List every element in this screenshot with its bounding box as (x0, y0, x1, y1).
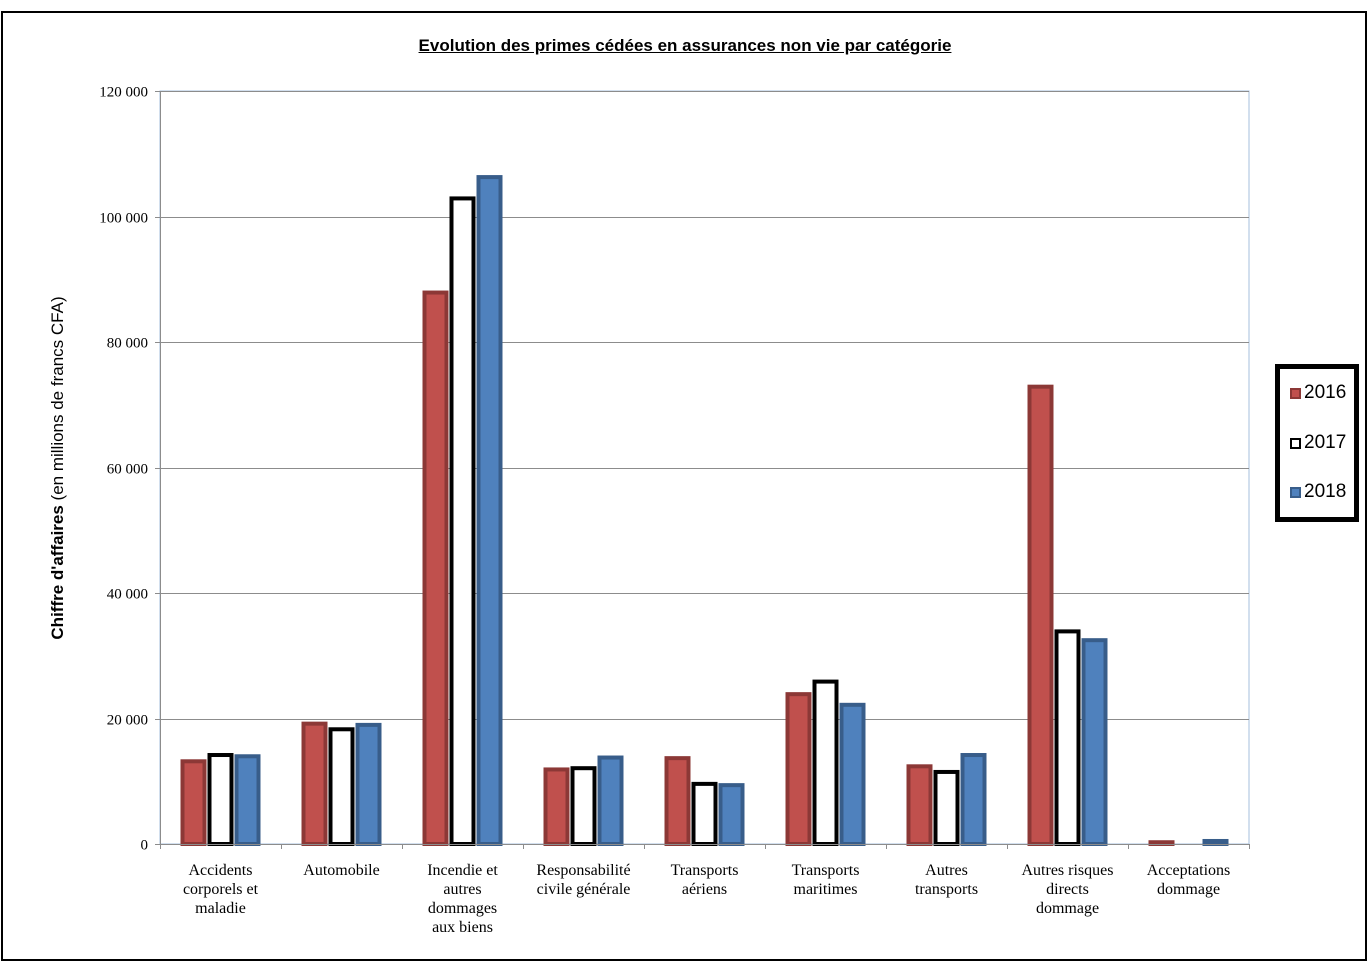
y-tick-label: 20 000 (107, 713, 148, 729)
bar-2018 (1081, 638, 1108, 846)
y-tick-label: 120 000 (99, 85, 148, 101)
bar-2017 (1054, 629, 1081, 847)
axes (155, 91, 1250, 849)
chart-title: Evolution des primes cédées en assurance… (418, 36, 952, 55)
bar-2018 (718, 783, 745, 847)
legend-swatch-2017 (1290, 437, 1301, 449)
y-tick-label: 100 000 (99, 211, 148, 227)
bar-2018 (1202, 838, 1229, 846)
legend-swatch-2016 (1290, 387, 1301, 399)
bar-2016 (785, 692, 812, 847)
bar-2017 (449, 196, 476, 847)
chart-frame (1, 11, 1367, 961)
bar-2016 (180, 759, 207, 846)
bar-2018 (476, 175, 503, 846)
x-tick-label: Acceptations dommage (1147, 862, 1231, 898)
legend-item-2017: 2017 (1290, 432, 1346, 454)
legend-label-2018: 2018 (1304, 481, 1347, 502)
x-tick-label: Incendie et autres dommages aux biens (427, 862, 498, 936)
legend-label-2016: 2016 (1304, 382, 1347, 403)
y-tick-label: 80 000 (107, 336, 148, 352)
y-tick-label: 60 000 (107, 462, 148, 478)
x-tick-label: Automobile (303, 862, 379, 879)
x-tick-label: Transports maritimes (792, 862, 860, 898)
bar-2016 (1027, 384, 1054, 846)
y-axis-label: Chiffre d'affaires (en millions de franc… (48, 296, 67, 639)
bar-2018 (960, 753, 987, 847)
legend-item-2018: 2018 (1290, 481, 1346, 503)
bar-2018 (597, 755, 624, 847)
tick-labels: 0 20 000 40 000 60 000 80 000 100 000 120 000 A… (99, 85, 1230, 937)
bar-2018 (839, 702, 866, 846)
y-tick-label: 40 000 (107, 587, 148, 603)
bar-2017 (933, 769, 960, 847)
bar-2018 (234, 754, 261, 847)
x-tick-label: Accidents corporels et maladie (183, 862, 259, 917)
bar-2017 (691, 781, 718, 847)
bar-2017 (207, 753, 234, 847)
bar-2016 (301, 721, 328, 847)
x-tick-label: Transports aériens (671, 862, 739, 898)
legend-swatch-2018 (1290, 486, 1301, 498)
bar-2018 (355, 722, 382, 847)
x-tick-label: Autres transports (915, 862, 978, 898)
y-tick-label: 0 (141, 838, 149, 854)
bar-2016 (422, 290, 449, 847)
x-tick-label: Autres risques directs dommage (1022, 862, 1114, 917)
bar-2016 (1148, 840, 1175, 846)
legend-label-2017: 2017 (1304, 432, 1347, 453)
bars (180, 175, 1229, 847)
bar-2016 (664, 756, 691, 847)
bar-2017 (812, 679, 839, 846)
bar-2016 (543, 767, 570, 847)
bar-2017 (328, 727, 355, 846)
legend: 2016 2017 2018 (1275, 364, 1359, 522)
legend-item-2016: 2016 (1290, 382, 1346, 404)
bar-2017 (570, 766, 597, 846)
bar-2016 (906, 764, 933, 846)
x-tick-label: Responsabilité civile générale (536, 862, 630, 898)
